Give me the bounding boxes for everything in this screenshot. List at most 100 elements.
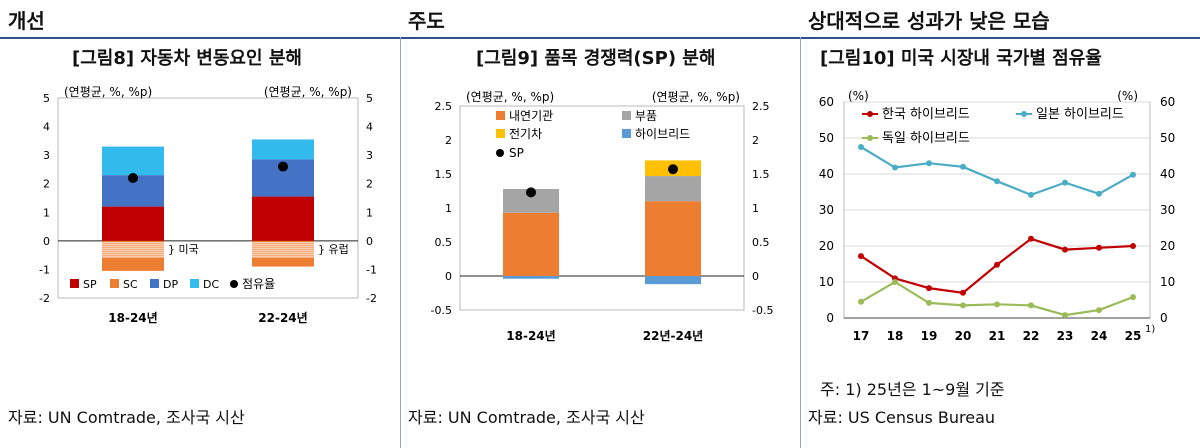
data-point bbox=[858, 298, 864, 305]
data-point bbox=[858, 144, 864, 150]
data-point bbox=[1028, 235, 1034, 242]
data-point bbox=[926, 160, 932, 167]
bar-segment bbox=[503, 276, 559, 279]
legend-label: SP bbox=[509, 146, 524, 160]
y2-tick-label: 0 bbox=[752, 270, 759, 283]
y2-tick-label: 1.5 bbox=[752, 168, 770, 181]
data-point bbox=[1130, 243, 1136, 249]
y-tick-label: 0.5 bbox=[435, 236, 453, 249]
y2-tick-label: 0 bbox=[1160, 311, 1168, 325]
y2-tick-label: -2 bbox=[366, 292, 377, 305]
figure-10-title: [그림10] 미국 시장내 국가별 점유율 bbox=[820, 48, 1102, 69]
bar-segment bbox=[252, 196, 314, 241]
legend-point-marker bbox=[230, 280, 238, 288]
x-tick-label: 19 bbox=[921, 329, 938, 343]
y-unit-label: (연평균, %, %p) bbox=[466, 90, 554, 104]
bar-segment bbox=[102, 146, 164, 176]
x-tick-label: 18 bbox=[887, 329, 904, 343]
legend-label: 일본 하이브리드 bbox=[1036, 107, 1124, 122]
data-point bbox=[960, 289, 966, 296]
y-tick-label: 40 bbox=[819, 167, 834, 181]
chart-figure-10: 60 60 50 50 40 40 30 30 20 20 10 10 0 0 17 18 19 20 21 22 23… bbox=[819, 89, 1176, 343]
x-tick-label: 23 bbox=[1057, 329, 1074, 343]
y2-tick-label: 1 bbox=[366, 206, 373, 219]
header-center: 주도 bbox=[408, 9, 445, 33]
data-point bbox=[1028, 191, 1034, 198]
figure-9-source: 자료: UN Comtrade, 조사국 시산 bbox=[408, 408, 645, 427]
legend-label: 독일 하이브리드 bbox=[882, 131, 970, 146]
data-point bbox=[994, 261, 1000, 268]
x-tick-label: 17 bbox=[853, 329, 870, 343]
chart-figure-8: 5 5 4 4 3 3 2 2 1 1 0 0 -1 -1 -2 -2 18-24년} 미국 22-24년} 유럽… bbox=[39, 85, 377, 325]
figure-9-title: [그림9] 품목 경쟁력(SP) 분해 bbox=[476, 48, 716, 69]
data-point bbox=[1096, 307, 1102, 314]
x-tick-label: 21 bbox=[989, 329, 1006, 343]
figure-10-source: 자료: US Census Bureau bbox=[808, 408, 996, 427]
legend-swatch bbox=[496, 111, 505, 120]
data-point bbox=[892, 164, 898, 171]
legend-label: SP bbox=[83, 278, 97, 291]
legend-marker bbox=[867, 135, 873, 141]
legend-swatch bbox=[150, 279, 159, 288]
data-point bbox=[960, 163, 966, 170]
y-tick-label: 0 bbox=[43, 235, 50, 248]
bar-segment bbox=[503, 188, 559, 213]
annotation-label: } 유럽 bbox=[318, 242, 349, 256]
legend-label: 내연기관 bbox=[509, 109, 553, 123]
bar-segment bbox=[645, 176, 701, 202]
data-point bbox=[668, 164, 678, 175]
data-point bbox=[1028, 302, 1034, 309]
data-point bbox=[1062, 312, 1068, 319]
y2-tick-label: -0.5 bbox=[752, 304, 773, 317]
x-tick-label: 25 bbox=[1125, 329, 1142, 343]
chart-figure-9: 2.5 2.5 2 2 1.5 1.5 1 1 0.5 0.5 0 0 -0.5 -0.5 18-24년 22… bbox=[431, 90, 774, 343]
figure-8-source: 자료: UN Comtrade, 조사국 시산 bbox=[8, 408, 245, 427]
legend-swatch bbox=[622, 129, 631, 138]
header-left: 개선 bbox=[8, 9, 45, 33]
y-tick-label: 5 bbox=[43, 92, 50, 105]
legend-label: 부품 bbox=[635, 109, 657, 123]
legend-swatch bbox=[70, 279, 79, 288]
bar-segment bbox=[102, 206, 164, 241]
y-tick-label: 0 bbox=[445, 270, 452, 283]
legend-label: 하이브리드 bbox=[635, 127, 690, 141]
bar-segment bbox=[252, 139, 314, 160]
y-tick-label: 1 bbox=[43, 206, 50, 219]
y2-unit-label: (%) bbox=[1117, 89, 1138, 103]
y2-tick-label: 40 bbox=[1160, 167, 1175, 181]
legend-swatch bbox=[190, 279, 199, 288]
x-tick-label: 22 bbox=[1023, 329, 1040, 343]
data-point bbox=[128, 173, 138, 183]
data-point bbox=[926, 285, 932, 292]
y-tick-label: -2 bbox=[39, 292, 50, 305]
data-point bbox=[994, 178, 1000, 185]
y2-tick-label: 5 bbox=[366, 92, 373, 105]
y-unit-label: (연평균, %, %p) bbox=[64, 85, 152, 99]
y2-tick-label: 10 bbox=[1160, 275, 1175, 289]
y2-tick-label: 50 bbox=[1160, 131, 1175, 145]
y2-tick-label: 2 bbox=[752, 134, 759, 147]
y-tick-label: 3 bbox=[43, 149, 50, 162]
y-tick-label: 0 bbox=[826, 311, 834, 325]
y-tick-label: 2 bbox=[445, 134, 452, 147]
category-label: 22-24년 bbox=[258, 311, 307, 325]
y2-tick-label: 2 bbox=[366, 178, 373, 191]
data-point bbox=[926, 299, 932, 306]
y-tick-label: 30 bbox=[819, 203, 834, 217]
y-tick-label: 2 bbox=[43, 178, 50, 191]
x-tick-label: 24 bbox=[1091, 329, 1108, 343]
data-point bbox=[1096, 190, 1102, 197]
y2-tick-label: 20 bbox=[1160, 239, 1175, 253]
category-label: 18-24년 bbox=[108, 311, 157, 325]
y2-tick-label: 1 bbox=[752, 202, 759, 215]
figure-10-note: 주: 1) 25년은 1~9월 기준 bbox=[820, 380, 1005, 399]
y2-tick-label: 3 bbox=[366, 149, 373, 162]
category-label: 18-24년 bbox=[506, 329, 555, 343]
annotation-label: } 미국 bbox=[168, 243, 199, 256]
y2-tick-label: 0 bbox=[366, 235, 373, 248]
data-point bbox=[1130, 294, 1136, 301]
bar-segment bbox=[645, 276, 701, 285]
legend-label: SC bbox=[123, 278, 138, 291]
y-tick-label: 1 bbox=[445, 202, 452, 215]
legend-point-marker bbox=[496, 149, 504, 157]
